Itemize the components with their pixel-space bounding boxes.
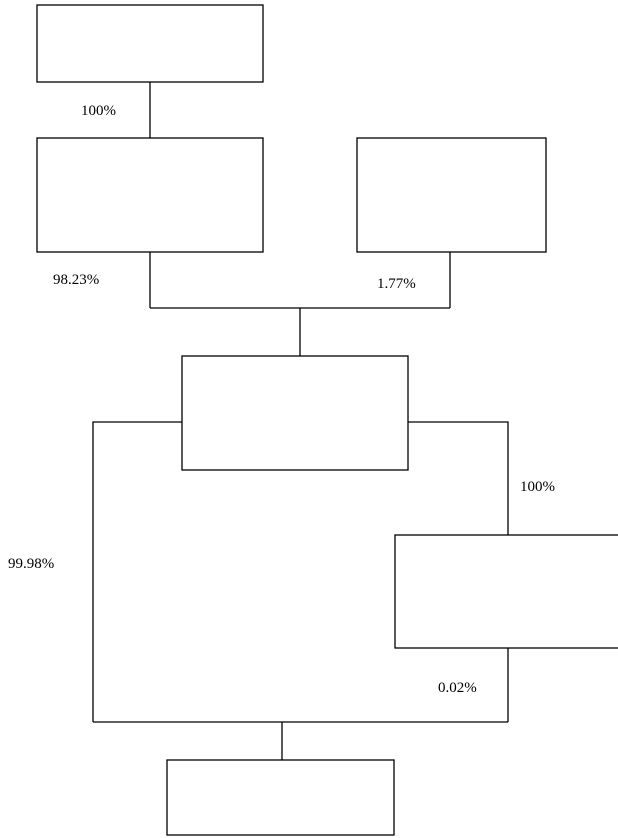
center-box: [181, 355, 409, 471]
edge-label-right-to-merge: 1.77%: [377, 276, 416, 292]
top-box: [36, 4, 264, 83]
edge-label-right-lower-to-bottom: 0.02%: [438, 680, 477, 696]
bottom-box: [166, 759, 395, 836]
edge-label-center-to-right-lower: 100%: [520, 479, 555, 495]
edge-label-left-to-merge: 98.23%: [53, 272, 99, 288]
right-box: [356, 137, 547, 253]
left-box: [36, 137, 264, 253]
connector-center-left-branch: [92, 421, 182, 722]
connector-center-right-branch: [408, 421, 509, 535]
edge-label-top-to-left: 100%: [81, 103, 116, 119]
right-lower-box: [394, 534, 618, 649]
edge-label-center-to-bottom: 99.98%: [8, 556, 54, 572]
